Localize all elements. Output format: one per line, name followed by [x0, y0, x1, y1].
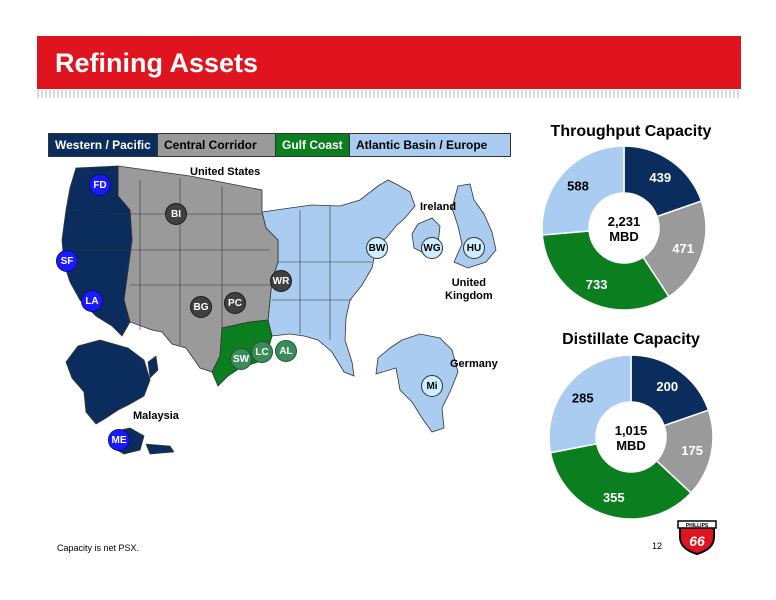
germany-shape [375, 333, 459, 433]
footnote: Capacity is net PSX. [57, 543, 140, 553]
refinery-marker-la: LA [81, 290, 103, 312]
donut-0-slice-3 [541, 145, 625, 236]
phillips-66-logo: PHILLIPS 66 [677, 520, 717, 555]
donut-1-slice-3-label: 285 [572, 390, 594, 405]
label-ireland: Ireland [420, 201, 457, 213]
page-number: 12 [652, 541, 663, 551]
refinery-marker-lc: LC [251, 341, 273, 363]
logo-text-phillips: PHILLIPS [686, 523, 709, 529]
donut-0-slice-2-label: 733 [586, 277, 608, 292]
islands-shape [145, 443, 175, 455]
title-divider [37, 90, 741, 98]
refinery-marker-wg: WG [421, 237, 443, 259]
refinery-marker-wr: WR [270, 270, 292, 292]
refinery-marker-bw: BW [366, 237, 388, 259]
refinery-marker-hu: HU [463, 237, 485, 259]
refinery-marker-mi: Mi [421, 375, 443, 397]
refinery-marker-fd: FD [89, 174, 111, 196]
refinery-marker-al: AL [275, 340, 297, 362]
refinery-marker-me: ME [108, 429, 130, 451]
donut-0-slice-1 [642, 200, 707, 298]
donut-1-slice-0-label: 200 [656, 379, 678, 394]
donut-1-center-unit: MBD [616, 438, 646, 453]
refinery-marker-sw: SW [230, 348, 252, 370]
japan-shape [147, 355, 159, 379]
donut-1-slice-2-label: 355 [603, 490, 625, 505]
donut-0-center-value: 2,231 [608, 214, 641, 229]
asia-shape [65, 339, 151, 425]
distillate-chart-title: Distillate Capacity [562, 331, 700, 348]
legend-gulf-coast: Gulf Coast [276, 134, 350, 156]
donut-0-slice-3-label: 588 [567, 179, 589, 194]
donut-1-slice-0 [630, 354, 710, 427]
legend-atlantic-basin-europe: Atlantic Basin / Europe [350, 134, 510, 156]
legend-western-pacific: Western / Pacific [49, 134, 158, 156]
donut-0-slice-2 [541, 230, 670, 311]
label-united-kingdom-line1: United [451, 277, 486, 289]
donut-0-slice-0 [623, 145, 703, 218]
region-legend: Western / Pacific Central Corridor Gulf … [48, 133, 511, 157]
page-title: Refining Assets [55, 48, 259, 78]
throughput-chart-title: Throughput Capacity [550, 123, 712, 140]
donut-0-slice-1-label: 471 [672, 241, 694, 256]
donut-1-slice-2 [549, 442, 693, 520]
label-united-kingdom-line2: Kingdom [445, 290, 493, 302]
label-germany: Germany [450, 358, 498, 370]
label-united-kingdom: United Kingdom [445, 277, 493, 303]
refinery-marker-bg: BG [190, 296, 212, 318]
logo-text-66: 66 [689, 533, 705, 549]
us-west-region [61, 165, 133, 337]
refinery-marker-bi: BI [165, 203, 187, 225]
donut-0-slice-0-label: 439 [649, 170, 671, 185]
donut-1-center-value: 1,015 [615, 423, 648, 438]
refinery-marker-pc: PC [224, 292, 246, 314]
label-malaysia: Malaysia [133, 410, 179, 422]
label-united-states: United States [190, 166, 261, 178]
refinery-marker-sf: SF [56, 250, 78, 272]
donut-1-slice-1-label: 175 [681, 443, 703, 458]
legend-central-corridor: Central Corridor [158, 134, 276, 156]
donut-1-slice-3 [548, 354, 632, 454]
donut-0-center-unit: MBD [609, 229, 639, 244]
title-bar: Refining Assets [37, 36, 741, 89]
